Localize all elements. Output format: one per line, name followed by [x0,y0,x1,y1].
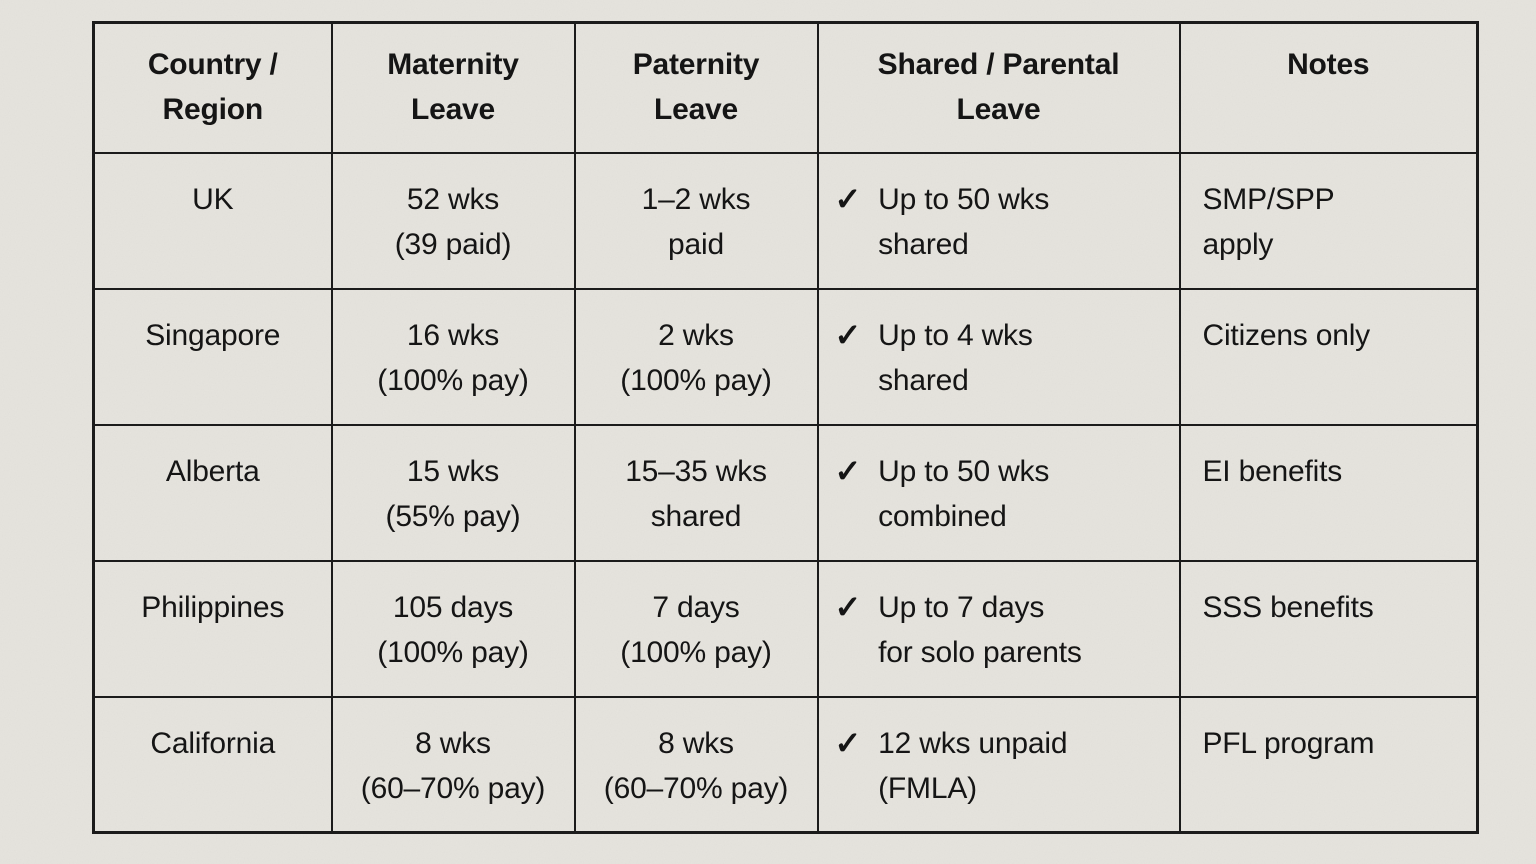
notes-line: Citizens only [1202,318,1371,352]
header-line: Country / [147,48,278,81]
checkmark-icon: ✓ [834,452,862,489]
notes-line: PFL program [1202,726,1375,760]
col-header-country-region: Country / Region [92,21,333,154]
cell-shared-leave: ✓ Up to 50 wks shared [816,151,1181,290]
cell-notes: Citizens only [1178,287,1479,426]
cell-paternity: 1–2 wks paid [573,151,819,290]
maternity-value: 15 wks [406,454,500,488]
header-line: Shared / Parental [877,48,1120,81]
notes-line: SMP/SPP [1202,182,1335,216]
cell-country: Philippines [92,559,333,698]
maternity-value: 52 wks [406,182,500,216]
checkmark-icon: ✓ [834,724,862,761]
shared-detail: shared [878,363,969,397]
shared-detail: (FMLA) [878,771,977,805]
cell-maternity: 105 days (100% pay) [330,559,576,698]
maternity-detail: (39 paid) [394,227,512,261]
shared-text: 12 wks unpaid (FMLA) [878,721,1067,811]
header-line: Leave [653,93,739,126]
paternity-value: 15–35 wks [625,454,767,488]
header-line: Paternity [632,48,760,81]
parental-leave-table: Country / Region Maternity Leave Paterni… [92,21,1479,834]
header-row: Country / Region Maternity Leave Paterni… [92,21,1479,154]
cell-shared-leave: ✓ 12 wks unpaid (FMLA) [816,695,1181,834]
shared-value: 12 wks unpaid [878,726,1068,760]
shared-value: Up to 50 wks [878,454,1050,488]
country-label: Alberta [165,454,260,488]
shared-text: Up to 50 wks combined [878,449,1049,539]
shared-text: Up to 50 wks shared [878,177,1049,267]
paternity-detail: (100% pay) [620,363,772,397]
header-line: Leave [410,93,496,126]
table-body: UK 52 wks (39 paid) 1–2 wks paid ✓ Up to… [92,151,1479,834]
cell-paternity: 15–35 wks shared [573,423,819,562]
notes-line: EI benefits [1202,454,1343,488]
cell-country: California [92,695,333,834]
cell-notes: SMP/SPP apply [1178,151,1479,290]
header-line: Leave [956,93,1041,126]
table-row-california: California 8 wks (60–70% pay) 8 wks (60–… [92,695,1479,834]
table-header: Country / Region Maternity Leave Paterni… [92,21,1479,154]
header-line: Maternity [387,48,519,81]
cell-paternity: 8 wks (60–70% pay) [573,695,819,834]
paternity-detail: shared [650,499,742,533]
cell-shared-leave: ✓ Up to 4 wks shared [816,287,1181,426]
cell-shared-leave: ✓ Up to 50 wks combined [816,423,1181,562]
shared-value: Up to 7 days [878,590,1045,624]
col-header-paternity-leave: Paternity Leave [573,21,819,154]
shared-text: Up to 7 days for solo parents [878,585,1082,675]
col-header-notes: Notes [1178,21,1479,154]
maternity-detail: (55% pay) [385,499,521,533]
shared-detail: combined [878,499,1007,533]
shared-detail: shared [878,227,969,261]
header-line: Notes [1287,48,1370,81]
cell-country: Alberta [92,423,333,562]
country-label: California [150,726,276,760]
maternity-detail: (100% pay) [377,635,529,669]
cell-notes: PFL program [1178,695,1479,834]
col-header-maternity-leave: Maternity Leave [330,21,576,154]
shared-text: Up to 4 wks shared [878,313,1033,403]
cell-country: UK [92,151,333,290]
cell-country: Singapore [92,287,333,426]
notes-line: SSS benefits [1202,590,1374,624]
shared-detail: for solo parents [878,635,1082,669]
cell-shared-leave: ✓ Up to 7 days for solo parents [816,559,1181,698]
table-row-alberta: Alberta 15 wks (55% pay) 15–35 wks share… [92,423,1479,562]
table-row-philippines: Philippines 105 days (100% pay) 7 days (… [92,559,1479,698]
maternity-value: 105 days [392,590,514,624]
cell-paternity: 2 wks (100% pay) [573,287,819,426]
country-label: Singapore [145,318,281,352]
table-row-uk: UK 52 wks (39 paid) 1–2 wks paid ✓ Up to… [92,151,1479,290]
maternity-detail: (60–70% pay) [360,771,546,805]
cell-maternity: 15 wks (55% pay) [330,423,576,562]
paternity-value: 1–2 wks [641,182,751,216]
cell-paternity: 7 days (100% pay) [573,559,819,698]
cell-notes: SSS benefits [1178,559,1479,698]
notes-line: apply [1202,227,1274,261]
shared-value: Up to 50 wks [878,182,1050,216]
checkmark-icon: ✓ [834,588,862,625]
cell-maternity: 52 wks (39 paid) [330,151,576,290]
checkmark-icon: ✓ [834,316,862,353]
cell-notes: EI benefits [1178,423,1479,562]
maternity-detail: (100% pay) [377,363,529,397]
cell-maternity: 8 wks (60–70% pay) [330,695,576,834]
maternity-value: 8 wks [415,726,491,760]
maternity-value: 16 wks [406,318,500,352]
paternity-value: 7 days [652,590,740,624]
table-row-singapore: Singapore 16 wks (100% pay) 2 wks (100% … [92,287,1479,426]
paternity-value: 2 wks [658,318,734,352]
paternity-value: 8 wks [658,726,734,760]
country-label: Philippines [141,590,285,624]
cell-maternity: 16 wks (100% pay) [330,287,576,426]
paternity-detail: (100% pay) [620,635,772,669]
paternity-detail: (60–70% pay) [603,771,789,805]
paternity-detail: paid [668,227,724,261]
checkmark-icon: ✓ [834,180,862,217]
col-header-shared-parental-leave: Shared / Parental Leave [816,21,1181,154]
country-label: UK [192,182,234,216]
shared-value: Up to 4 wks [878,318,1033,352]
header-line: Region [162,93,264,126]
